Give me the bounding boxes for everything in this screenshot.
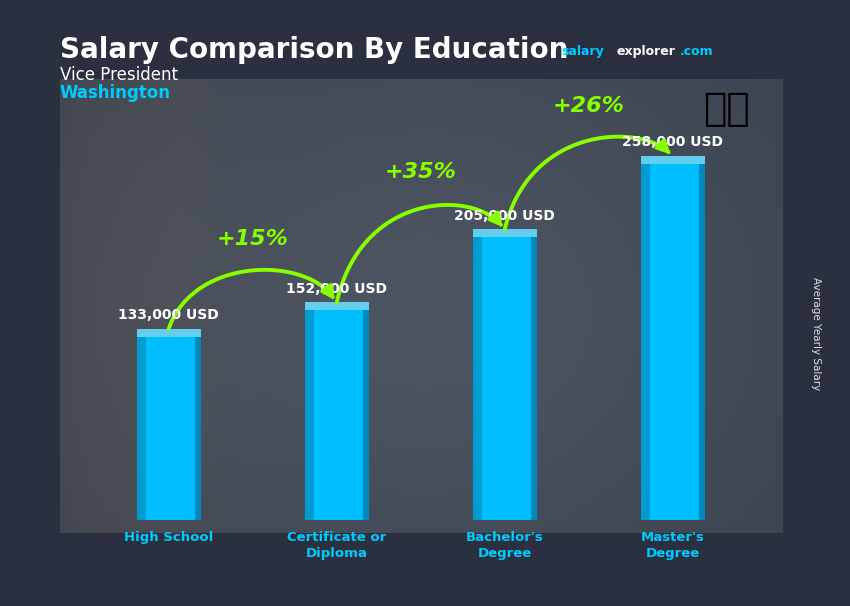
Text: explorer: explorer: [616, 45, 675, 58]
Text: Vice President: Vice President: [60, 65, 178, 84]
Polygon shape: [473, 238, 536, 520]
Polygon shape: [700, 164, 705, 520]
Text: 258,000 USD: 258,000 USD: [622, 135, 723, 150]
Text: salary: salary: [561, 45, 604, 58]
Polygon shape: [641, 156, 705, 164]
Text: 133,000 USD: 133,000 USD: [118, 308, 219, 322]
Polygon shape: [531, 238, 536, 520]
Text: 152,000 USD: 152,000 USD: [286, 282, 388, 296]
Text: 205,000 USD: 205,000 USD: [454, 208, 555, 222]
Polygon shape: [363, 310, 369, 520]
Polygon shape: [473, 238, 482, 520]
Text: Master's
Degree: Master's Degree: [641, 531, 705, 560]
Text: .com: .com: [680, 45, 714, 58]
Text: +26%: +26%: [552, 96, 625, 116]
Text: High School: High School: [124, 531, 213, 544]
Polygon shape: [305, 310, 314, 520]
Text: Salary Comparison By Education: Salary Comparison By Education: [60, 36, 568, 64]
Text: 🇺🇸: 🇺🇸: [703, 90, 750, 128]
Text: +35%: +35%: [385, 162, 456, 182]
Text: +15%: +15%: [217, 228, 289, 248]
Polygon shape: [305, 310, 369, 520]
Polygon shape: [137, 337, 201, 520]
Text: Certificate or
Diploma: Certificate or Diploma: [287, 531, 387, 560]
Polygon shape: [305, 302, 369, 310]
Polygon shape: [641, 164, 650, 520]
Polygon shape: [196, 337, 201, 520]
Text: Bachelor's
Degree: Bachelor's Degree: [466, 531, 544, 560]
Text: Average Yearly Salary: Average Yearly Salary: [811, 277, 821, 390]
Polygon shape: [137, 337, 146, 520]
Polygon shape: [473, 230, 536, 238]
Polygon shape: [137, 328, 201, 337]
Polygon shape: [641, 164, 705, 520]
Text: Washington: Washington: [60, 84, 171, 102]
